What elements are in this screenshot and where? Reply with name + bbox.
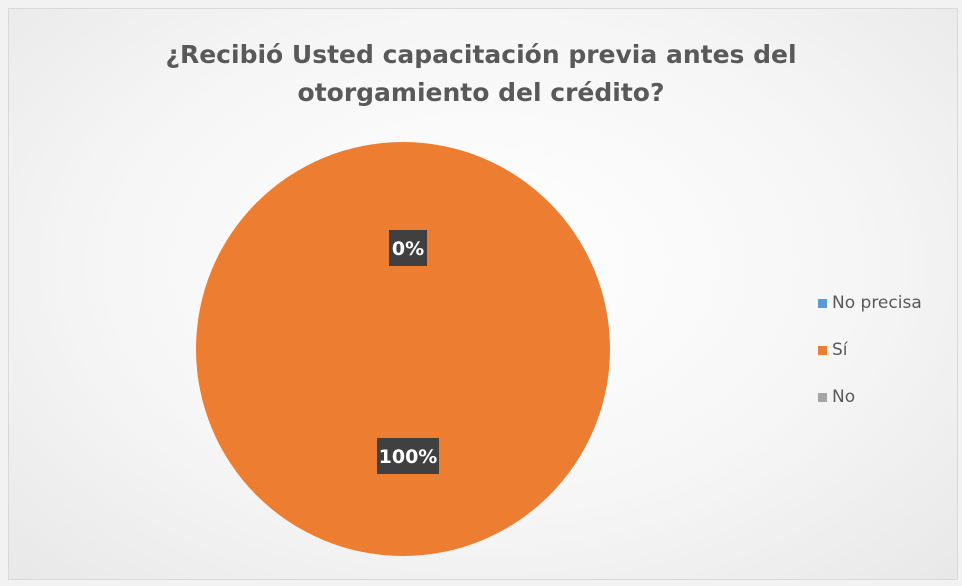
- legend-swatch-si: [818, 345, 827, 355]
- legend-item-no-precisa: No precisa: [818, 291, 922, 315]
- data-label-si: 100%: [377, 438, 439, 474]
- chart-title-line-2: otorgamiento del crédito?: [297, 78, 665, 107]
- data-label-no-precisa-text: 0%: [392, 238, 424, 260]
- chart-title-line-1: ¿Recibió Usted capacitación previa antes…: [165, 40, 797, 69]
- legend-label-no-precisa: No precisa: [832, 293, 922, 313]
- data-label-si-box: [377, 438, 439, 474]
- legend-swatch-no: [818, 392, 827, 402]
- legend-label-no: No: [832, 387, 856, 407]
- slice-si: [196, 142, 610, 556]
- legend: No precisa Sí No: [818, 291, 922, 432]
- data-label-no-precisa: 0%: [389, 230, 427, 266]
- chart-title: ¿Recibió Usted capacitación previa antes…: [0, 36, 962, 112]
- legend-item-no: No: [818, 385, 922, 409]
- data-label-no-precisa-box: [389, 230, 427, 266]
- legend-swatch-no-precisa: [818, 298, 827, 308]
- data-label-si-text: 100%: [379, 446, 438, 468]
- legend-label-si: Sí: [832, 340, 848, 360]
- legend-item-si: Sí: [818, 338, 922, 362]
